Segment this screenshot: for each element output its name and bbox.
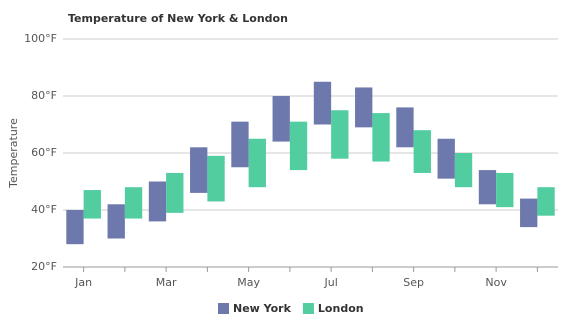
range-bar xyxy=(331,110,349,159)
y-tick-label: 40°F xyxy=(31,203,57,216)
range-bar xyxy=(272,96,290,142)
legend-swatch xyxy=(218,303,229,314)
range-bar xyxy=(289,121,308,171)
range-bar xyxy=(520,198,538,228)
x-tick-label: Nov xyxy=(485,276,507,289)
range-bar xyxy=(248,138,266,188)
y-tick-label: 80°F xyxy=(31,89,57,102)
range-bar xyxy=(372,113,390,162)
range-bar xyxy=(166,172,184,213)
range-bar xyxy=(190,147,208,193)
range-bar xyxy=(207,155,225,202)
range-bar xyxy=(107,204,125,239)
y-axis-title: Temperature xyxy=(7,118,20,189)
y-tick-label: 20°F xyxy=(31,260,57,273)
range-bar xyxy=(437,138,455,179)
range-bar xyxy=(496,172,514,208)
legend-label: London xyxy=(318,302,364,315)
range-bar xyxy=(83,190,101,219)
x-tick-label: Mar xyxy=(156,276,177,289)
range-bar xyxy=(413,130,431,173)
x-tick-label: Sep xyxy=(403,276,424,289)
chart-title: Temperature of New York & London xyxy=(68,12,288,25)
x-tick-label: May xyxy=(237,276,260,289)
range-bar xyxy=(231,121,249,168)
range-bar xyxy=(355,87,373,128)
x-tick-label: Jul xyxy=(323,276,337,289)
range-bar xyxy=(66,210,84,245)
range-bar xyxy=(454,153,473,188)
range-bar xyxy=(313,81,332,125)
legend-label: New York xyxy=(233,302,292,315)
y-tick-label: 60°F xyxy=(31,146,57,159)
range-bar xyxy=(124,187,143,219)
range-bar xyxy=(478,170,497,205)
x-tick-label: Jan xyxy=(74,276,92,289)
range-bar xyxy=(148,181,167,222)
legend-swatch xyxy=(302,303,314,314)
range-bar xyxy=(537,187,555,216)
y-tick-label: 100°F xyxy=(24,32,57,45)
range-bar xyxy=(396,107,414,148)
